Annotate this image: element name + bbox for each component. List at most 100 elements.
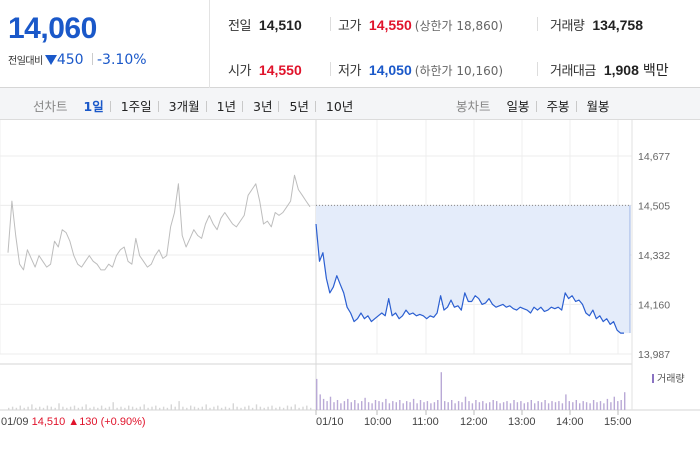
prev-day-volume-bar (174, 406, 176, 410)
prev-day-volume-bar (209, 407, 211, 410)
today-volume-bar (530, 400, 532, 410)
prev-day-volume-bar (201, 406, 203, 410)
prev-close-stat: 전일 14,510 (228, 15, 302, 34)
tab-10y[interactable]: 10년 (325, 99, 354, 114)
low-stat: 저가 14,050 (하한가 10,160) (338, 60, 503, 79)
today-volume-bar (381, 402, 384, 410)
tab-1d[interactable]: 1일 (83, 99, 104, 114)
tab-5y[interactable]: 5년 (289, 99, 309, 114)
today-volume-bar (485, 403, 487, 410)
annotation-up-arrow-icon: ▲ (68, 416, 79, 428)
prev-day-volume-bar (224, 406, 227, 410)
today-volume-bar (336, 400, 339, 410)
today-volume-bar (596, 402, 598, 410)
prev-day-volume-bar (263, 407, 265, 410)
today-volume-bar (406, 401, 408, 410)
line-chart-tabs: 선차트 1일 1주일 3개월 1년 3년 5년 10년 (33, 96, 357, 115)
open-label: 시가 (228, 64, 251, 79)
candle-chart-group-label: 봉차트 (456, 99, 491, 114)
x-tick-label: 15:00 (604, 416, 632, 428)
volume-stat: 거래량 134,758 (550, 15, 643, 34)
today-volume-bar (433, 402, 436, 410)
prev-day-volume-bar (228, 407, 231, 410)
upper-limit-value: 18,860 (456, 19, 499, 33)
prev-day-volume-bar (50, 406, 52, 410)
today-volume-bar (565, 394, 567, 410)
tab-separator (535, 101, 537, 112)
line-chart-group-label: 선차트 (33, 99, 68, 114)
today-volume-bar (534, 403, 536, 410)
open-stat: 시가 14,550 (228, 60, 302, 79)
tab-daily-candle[interactable]: 일봉 (506, 99, 530, 114)
prev-day-volume-bar (81, 406, 83, 410)
lower-limit-label: 하한가 (419, 64, 453, 78)
prev-day-volume-bar (248, 405, 250, 410)
today-volume-bar (364, 397, 366, 410)
tab-1w[interactable]: 1주일 (120, 99, 152, 114)
today-volume-bar (606, 398, 609, 410)
prev-day-volume-bar (46, 405, 49, 410)
tab-separator (278, 101, 280, 112)
price-box: 14,060 전일대비 450 -3.10% (0, 0, 210, 88)
today-volume-bar (354, 400, 356, 410)
today-volume-bar (451, 400, 453, 410)
today-volume-bar (412, 398, 415, 410)
prev-day-volume-bar (15, 407, 18, 410)
today-volume-bar (357, 403, 359, 410)
today-volume-bar (388, 403, 391, 410)
today-volume-bar (319, 394, 321, 410)
prev-day-volume-bar (271, 405, 273, 410)
low-label: 저가 (338, 64, 361, 79)
prev-day-volume-bar (62, 406, 64, 410)
today-volume-bar (540, 402, 543, 410)
upper-limit: (상한가 18,860) (414, 19, 504, 33)
volume-bars: 거래량 (8, 372, 685, 410)
prev-day-volume-bar (240, 407, 242, 410)
today-volume-bar (316, 378, 318, 410)
today-volume-bar (613, 396, 615, 410)
upper-limit-label: 상한가 (419, 19, 453, 33)
y-tick-label: 14,160 (638, 299, 670, 311)
today-volume-bar (496, 401, 498, 410)
prev-day-volume-bar (170, 404, 172, 410)
x-axis-labels: 01/10 10:00 11:00 12:00 13:00 14:00 15:00 (315, 410, 632, 428)
today-volume-bar (326, 401, 328, 410)
today-volume-bar (478, 402, 481, 410)
prev-day-volume-bar (275, 407, 277, 410)
today-volume-bar (558, 401, 560, 410)
today-volume-bar (399, 400, 401, 410)
tab-separator (242, 101, 244, 112)
amount-stat: 거래대금 1,908 백만 (550, 60, 669, 80)
amount-label: 거래대금 (550, 64, 596, 79)
prev-day-volume-bar (135, 407, 138, 410)
today-volume-bar (419, 400, 422, 410)
change-percent: -3.10% (97, 52, 147, 68)
high-stat: 고가 14,550 (상한가 18,860) (338, 15, 503, 34)
amount-unit: 백만 (642, 62, 669, 78)
tab-weekly-candle[interactable]: 주봉 (546, 99, 570, 114)
prev-day-volume-bar (39, 406, 41, 410)
prev-day-volume-bar (23, 407, 25, 410)
tab-3m[interactable]: 3개월 (168, 99, 200, 114)
today-volume-bar (579, 403, 581, 410)
low-value: 14,050 (368, 62, 412, 78)
tab-3y[interactable]: 3년 (253, 99, 273, 114)
prev-day-volume-bar (147, 407, 149, 410)
today-volume-bar (506, 401, 508, 410)
prev-day-volume-bar (139, 406, 141, 410)
today-volume-bar (392, 401, 394, 410)
chart-grid (0, 120, 700, 411)
prev-day-volume-bar (290, 406, 292, 410)
tab-monthly-candle[interactable]: 월봉 (586, 99, 610, 114)
y-tick-label: 14,505 (638, 200, 670, 212)
prev-day-volume-bar (69, 406, 72, 410)
prev-day-volume-bar (193, 406, 196, 410)
today-volume-bar (371, 403, 373, 410)
lower-limit: (하한가 10,160) (414, 64, 504, 78)
today-volume-bar (440, 372, 442, 410)
today-volume-bar (551, 401, 553, 410)
today-volume-bar (547, 403, 550, 410)
tab-1y[interactable]: 1년 (216, 99, 237, 114)
prev-day-volume-bar (100, 405, 103, 410)
prev-day-volume-bar (85, 404, 87, 410)
